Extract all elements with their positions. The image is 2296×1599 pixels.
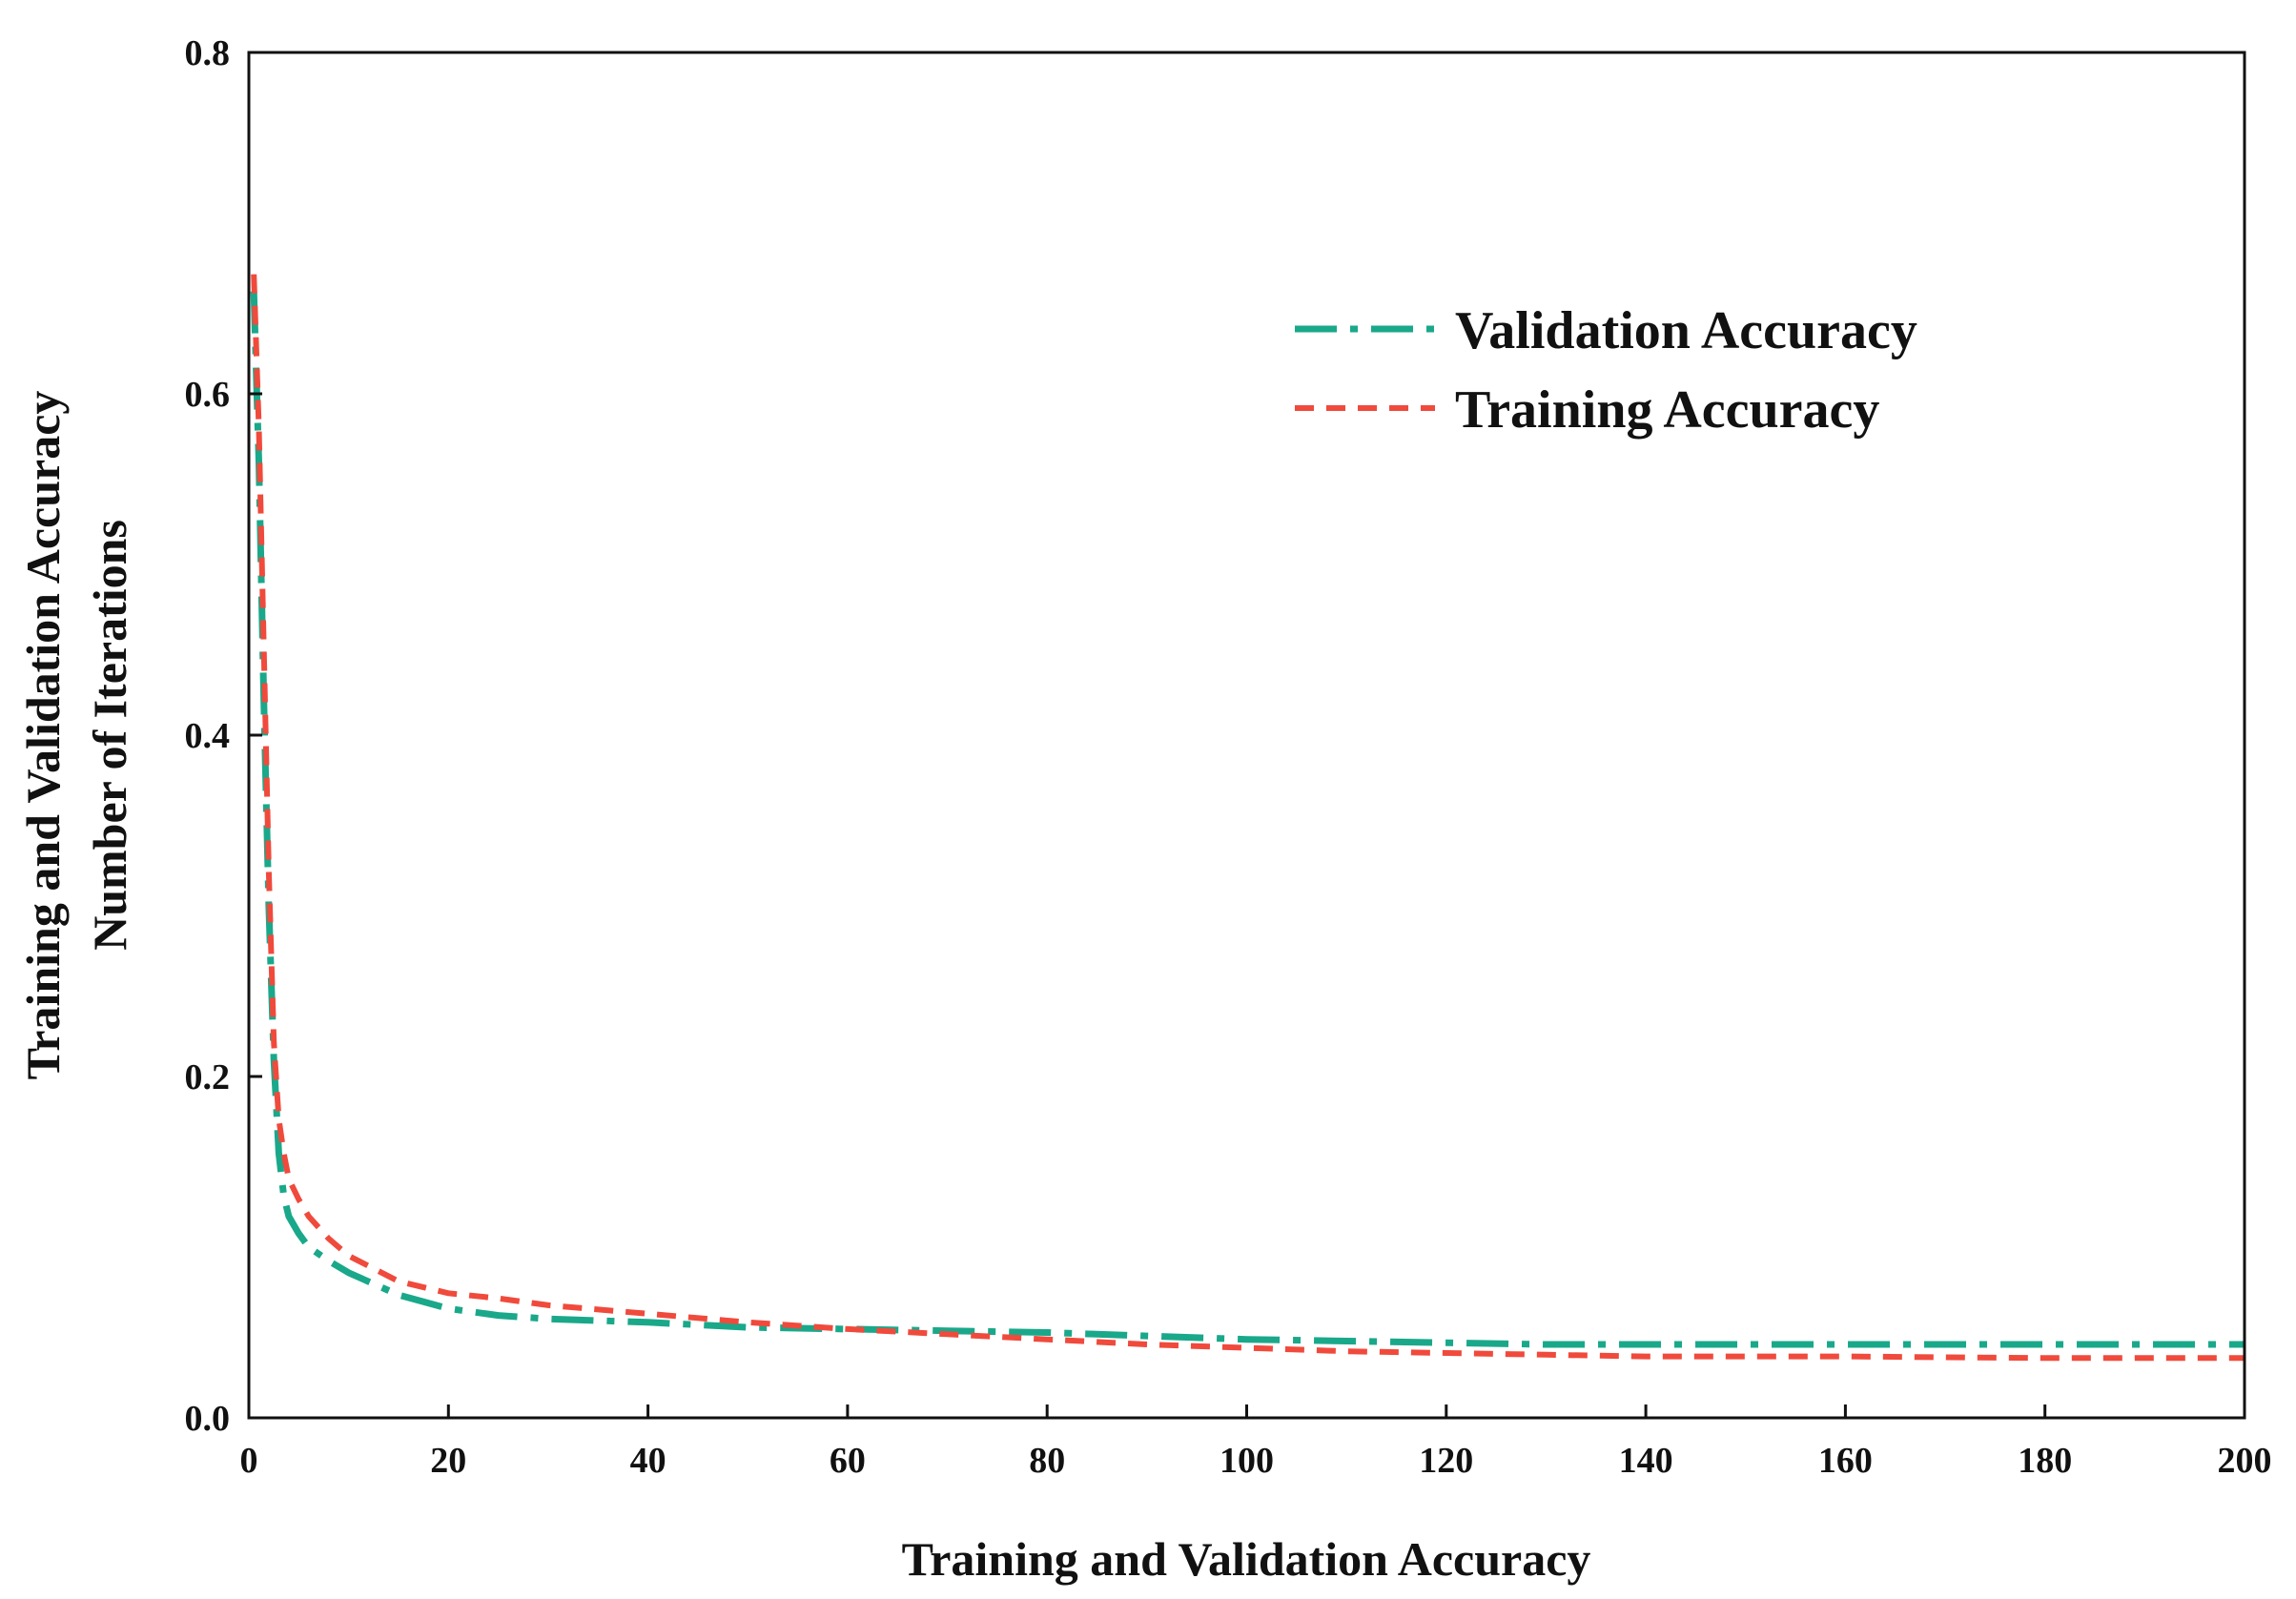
series-layer (250, 274, 2245, 1362)
y-axis-ticks: 0.0 0.2 0.4 0.6 0.8 (185, 33, 262, 1439)
x-tick-label: 180 (2018, 1441, 2072, 1481)
x-axis-ticks: 0 20 40 60 80 100 120 140 160 180 200 (240, 1404, 2272, 1481)
y-axis-title-line-1: Training and Validation Accuracy (16, 391, 70, 1080)
x-tick-label: 200 (2218, 1441, 2272, 1481)
y-tick-label: 0.6 (185, 375, 231, 415)
x-tick-label: 160 (1818, 1441, 1873, 1481)
x-tick-label: 60 (830, 1441, 866, 1481)
x-tick-label: 20 (430, 1441, 466, 1481)
series-line-validation (250, 291, 2245, 1348)
y-axis-title-line-2: Number of Iterations (83, 520, 136, 951)
y-tick-label: 0.0 (185, 1399, 231, 1439)
series-line-training (251, 274, 2245, 1362)
x-tick-label: 100 (1220, 1441, 1274, 1481)
legend-label-validation: Validation Accuracy (1455, 301, 1917, 360)
legend: Validation Accuracy Training Accuracy (1295, 301, 1917, 440)
x-tick-label: 120 (1419, 1441, 1473, 1481)
legend-label-training: Training Accuracy (1455, 380, 1879, 440)
x-tick-label: 80 (1029, 1441, 1065, 1481)
y-tick-label: 0.4 (185, 716, 231, 756)
x-axis-title: Training and Validation Accuracy (902, 1532, 1591, 1586)
y-tick-label: 0.2 (185, 1057, 231, 1097)
x-tick-label: 40 (630, 1441, 666, 1481)
x-tick-label: 0 (240, 1441, 258, 1481)
x-tick-label: 140 (1619, 1441, 1673, 1481)
y-tick-label: 0.8 (185, 33, 231, 73)
